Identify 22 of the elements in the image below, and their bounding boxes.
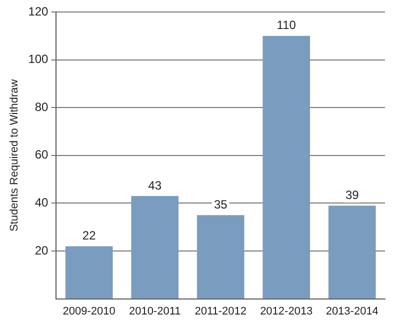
data-label: 39 [345,188,360,202]
x-tick-label: 2013-2014 [326,305,378,318]
y-tick-label: 80 [34,100,49,114]
y-tick-label: 40 [34,196,49,210]
data-label: 35 [214,197,228,212]
bar [131,196,179,299]
y-tick-label: 60 [34,148,49,162]
data-label: 43 [148,178,162,192]
y-tick-label: 100 [28,52,49,66]
bar [262,36,310,299]
x-tick-label: 2009-2010 [62,305,116,318]
x-tick-label: 2012-2013 [260,305,313,318]
x-tick-label: 2011-2012 [194,305,247,318]
x-tick-label: 2010-2011 [128,305,181,318]
bar [65,246,113,299]
y-axis-title: Students Required to Withdraw [8,79,21,232]
y-tick-label: 120 [28,4,49,18]
bar [328,206,376,299]
data-label: 110 [276,18,296,32]
bar [196,215,244,299]
data-label: 22 [82,228,96,243]
y-tick-label: 20 [34,243,49,258]
